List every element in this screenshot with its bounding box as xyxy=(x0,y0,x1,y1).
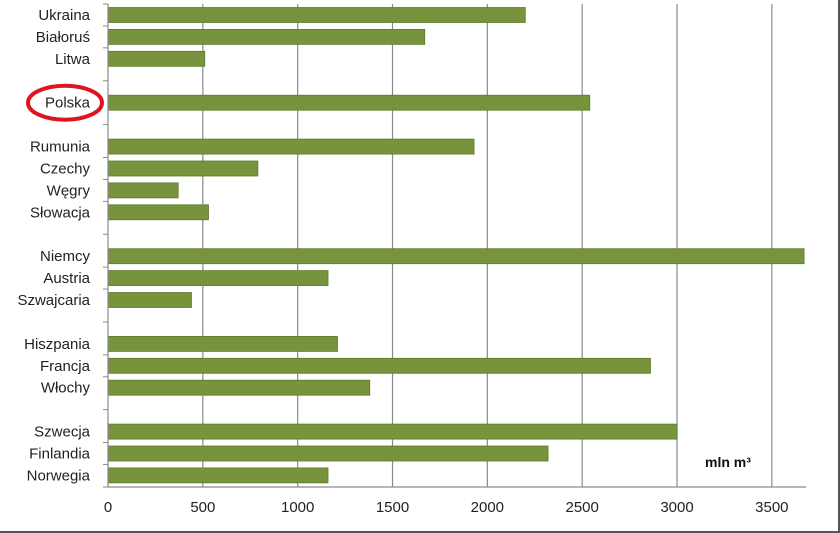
category-label-ukraina: Ukraina xyxy=(38,7,90,24)
x-tick-label-500: 500 xyxy=(190,499,215,516)
x-tick-label-3000: 3000 xyxy=(660,499,693,516)
category-label-czechy: Czechy xyxy=(40,161,91,178)
gridlines xyxy=(202,4,773,487)
x-tick-label-2000: 2000 xyxy=(471,499,504,516)
highlight-ellipse xyxy=(26,83,104,122)
bar-białoruś xyxy=(107,28,426,45)
category-label-hiszpania: Hiszpania xyxy=(24,336,91,353)
bars xyxy=(107,7,805,484)
category-label-szwajcaria: Szwajcaria xyxy=(17,292,90,309)
bar-ukraina xyxy=(107,7,526,23)
bar-szwajcaria xyxy=(107,292,192,308)
x-tick-label-3500: 3500 xyxy=(755,499,788,516)
bar-austria xyxy=(107,270,329,287)
x-tick-label-0: 0 xyxy=(104,499,112,516)
category-label-polska: Polska xyxy=(45,95,91,112)
category-label-austria: Austria xyxy=(43,270,90,287)
bar-włochy xyxy=(107,379,371,396)
bar-słowacja xyxy=(107,204,209,221)
bar-norwegia xyxy=(107,467,329,484)
bar-szwecja xyxy=(107,423,678,440)
bar-finlandia xyxy=(107,445,549,462)
x-tick-label-1500: 1500 xyxy=(376,499,409,516)
bar-hiszpania xyxy=(107,335,338,352)
category-label-niemcy: Niemcy xyxy=(40,248,91,265)
category-label-słowacja: Słowacja xyxy=(30,204,91,221)
category-labels: Ukraina Białoruś Litwa Polska Rumunia Czechy W… xyxy=(17,7,104,484)
y-axis-ticks xyxy=(103,3,108,488)
category-label-białoruś: Białoruś xyxy=(36,29,90,46)
category-label-norwegia: Norwegia xyxy=(27,467,91,484)
category-label-francja: Francja xyxy=(40,358,91,375)
category-label-węgry: Węgry xyxy=(47,182,91,199)
bar-rumunia xyxy=(107,138,475,155)
bar-węgry xyxy=(107,182,179,199)
unit-label: mln m³ xyxy=(705,454,751,470)
bar-litwa xyxy=(107,50,206,67)
x-tick-label-2500: 2500 xyxy=(565,499,598,516)
x-tick-label-1000: 1000 xyxy=(281,499,314,516)
category-label-szwecja: Szwecja xyxy=(34,424,91,441)
bar-francja xyxy=(107,357,651,374)
category-label-finlandia: Finlandia xyxy=(29,446,91,463)
bar-czechy xyxy=(107,160,259,177)
category-label-litwa: Litwa xyxy=(55,51,91,68)
category-label-rumunia: Rumunia xyxy=(30,139,91,156)
bar-niemcy xyxy=(107,248,805,265)
category-label-włochy: Włochy xyxy=(41,380,91,397)
bar-polska xyxy=(107,94,591,111)
x-tick-labels: 0 500 1000 1500 2000 2500 3000 3500 xyxy=(104,499,789,516)
